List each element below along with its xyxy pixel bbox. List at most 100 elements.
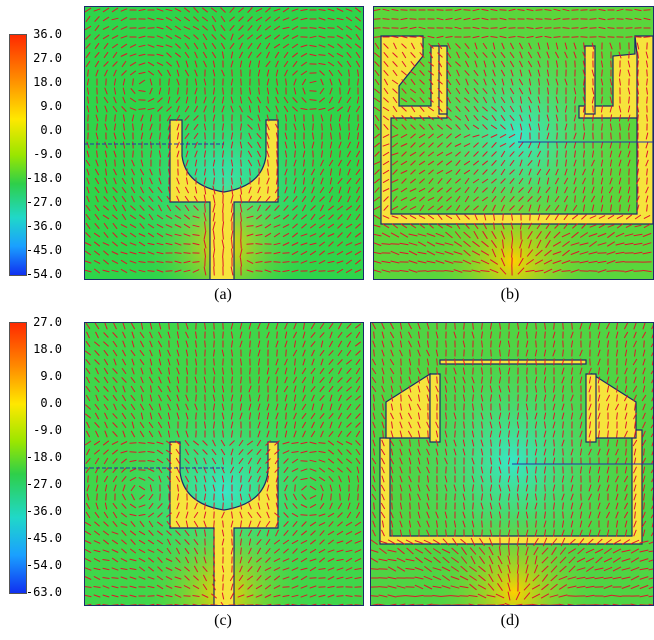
- field-arrow: [203, 248, 207, 258]
- field-arrow: [489, 430, 493, 438]
- field-arrow: [633, 270, 643, 272]
- field-arrow: [282, 558, 290, 562]
- field-arrow: [149, 349, 153, 357]
- field-arrow: [174, 25, 182, 31]
- field-arrow: [428, 97, 434, 103]
- field-arrow: [534, 493, 538, 501]
- field-arrow: [230, 159, 234, 167]
- field-arrow: [498, 466, 502, 474]
- field-arrow: [312, 159, 314, 167]
- field-arrow: [249, 412, 251, 420]
- field-arrow: [246, 440, 254, 446]
- field-arrow: [131, 159, 135, 167]
- field-arrow: [543, 448, 547, 456]
- field-arrow: [399, 430, 403, 438]
- field-arrow: [256, 195, 262, 203]
- field-arrow: [302, 123, 306, 131]
- field-arrow: [383, 43, 389, 49]
- field-arrow: [561, 475, 565, 483]
- field-arrow: [554, 177, 560, 185]
- field-arrow: [310, 168, 316, 176]
- field-arrow: [424, 565, 432, 573]
- field-arrow: [184, 195, 190, 203]
- field-arrow: [491, 186, 497, 194]
- field-arrow: [472, 178, 480, 184]
- field-arrow: [167, 132, 171, 140]
- field-arrow: [509, 105, 515, 113]
- field-arrow: [392, 69, 398, 77]
- field-arrow: [167, 96, 171, 104]
- field-arrow: [588, 520, 592, 528]
- field-arrow: [399, 251, 409, 255]
- field-arrow: [391, 179, 399, 183]
- field-arrow: [437, 79, 443, 85]
- field-arrow: [381, 520, 385, 528]
- field-arrow: [471, 260, 481, 264]
- field-arrow: [255, 584, 263, 590]
- field-arrow: [194, 457, 198, 465]
- field-arrow: [283, 205, 289, 211]
- field-arrow: [283, 105, 289, 113]
- field-arrow: [633, 484, 637, 492]
- field-arrow: [94, 403, 100, 411]
- field-arrow: [165, 261, 173, 263]
- field-arrow: [401, 106, 407, 112]
- field-arrow: [408, 260, 418, 264]
- field-arrow: [436, 484, 438, 492]
- field-arrow: [156, 251, 164, 255]
- field-arrow: [572, 204, 578, 212]
- field-arrow: [552, 340, 556, 348]
- field-arrow: [618, 51, 622, 59]
- field-arrow: [302, 394, 306, 402]
- field-arrow: [481, 35, 489, 39]
- field-arrow: [94, 511, 100, 519]
- field-arrow: [579, 502, 583, 510]
- field-arrow: [567, 585, 577, 589]
- field-arrow: [84, 413, 92, 419]
- field-arrow: [499, 35, 507, 39]
- field-arrow: [600, 195, 604, 203]
- field-arrow: [414, 594, 424, 598]
- field-arrow: [464, 114, 470, 122]
- field-arrow: [175, 547, 181, 555]
- field-arrow: [391, 160, 399, 166]
- field-arrow: [276, 421, 278, 429]
- field-arrow: [454, 115, 462, 121]
- field-arrow: [519, 239, 523, 249]
- field-arrow: [220, 34, 226, 40]
- field-arrow: [408, 331, 412, 339]
- field-arrow: [256, 466, 262, 474]
- field-arrow: [167, 376, 171, 384]
- field-arrow: [318, 459, 326, 463]
- field-arrow: [414, 576, 424, 580]
- field-arrow: [399, 412, 403, 420]
- field-arrow: [204, 340, 206, 348]
- field-arrow: [149, 340, 153, 348]
- field-arrow: [309, 223, 317, 229]
- field-arrow: [471, 331, 475, 339]
- field-arrow: [93, 540, 101, 544]
- field-arrow: [490, 475, 492, 483]
- field-arrow: [121, 367, 127, 375]
- field-arrow: [293, 159, 297, 167]
- field-arrow: [138, 233, 146, 237]
- field-arrow: [202, 574, 208, 582]
- field-arrow: [104, 421, 108, 429]
- field-arrow: [609, 150, 613, 158]
- field-arrow: [139, 349, 145, 357]
- field-arrow: [527, 186, 533, 194]
- field-arrow: [103, 222, 109, 230]
- field-arrow: [537, 123, 541, 131]
- field-arrow: [525, 269, 535, 273]
- field-arrow: [535, 457, 537, 465]
- field-arrow: [168, 78, 170, 86]
- field-arrow: [642, 511, 646, 519]
- field-arrow: [624, 367, 628, 375]
- field-arrow: [195, 412, 197, 420]
- field-arrow: [177, 484, 179, 492]
- field-arrow: [553, 439, 555, 447]
- antenna-structure: [169, 441, 279, 606]
- field-arrow: [624, 269, 634, 273]
- field-arrow: [544, 475, 546, 483]
- field-arrow: [453, 331, 457, 339]
